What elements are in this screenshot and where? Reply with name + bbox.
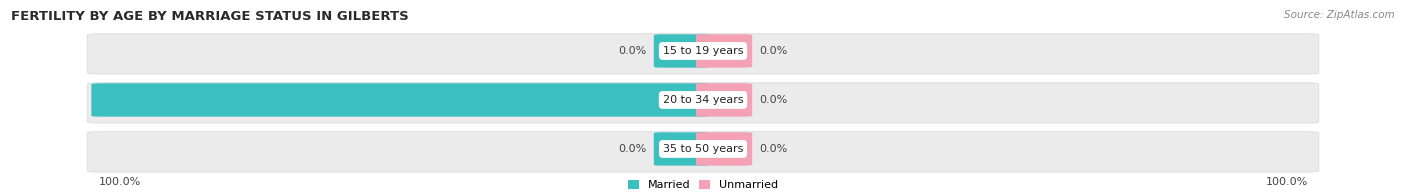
FancyBboxPatch shape [696,132,752,166]
FancyBboxPatch shape [87,83,1319,123]
Text: Source: ZipAtlas.com: Source: ZipAtlas.com [1284,10,1395,20]
FancyBboxPatch shape [91,83,710,117]
FancyBboxPatch shape [87,34,1319,74]
Text: FERTILITY BY AGE BY MARRIAGE STATUS IN GILBERTS: FERTILITY BY AGE BY MARRIAGE STATUS IN G… [11,10,409,23]
FancyBboxPatch shape [654,132,710,166]
Legend: Married, Unmarried: Married, Unmarried [627,180,779,191]
Text: 100.0%: 100.0% [1265,177,1308,187]
FancyBboxPatch shape [654,34,710,68]
Text: 100.0%: 100.0% [31,95,77,105]
FancyBboxPatch shape [87,132,1319,172]
Text: 0.0%: 0.0% [759,95,787,105]
Text: 15 to 19 years: 15 to 19 years [662,46,744,56]
Text: 20 to 34 years: 20 to 34 years [662,95,744,105]
Text: 100.0%: 100.0% [98,177,141,187]
FancyBboxPatch shape [696,34,752,68]
Text: 0.0%: 0.0% [619,46,647,56]
FancyBboxPatch shape [696,83,752,117]
Text: 0.0%: 0.0% [759,144,787,154]
Text: 0.0%: 0.0% [619,144,647,154]
Text: 35 to 50 years: 35 to 50 years [662,144,744,154]
Text: 0.0%: 0.0% [759,46,787,56]
